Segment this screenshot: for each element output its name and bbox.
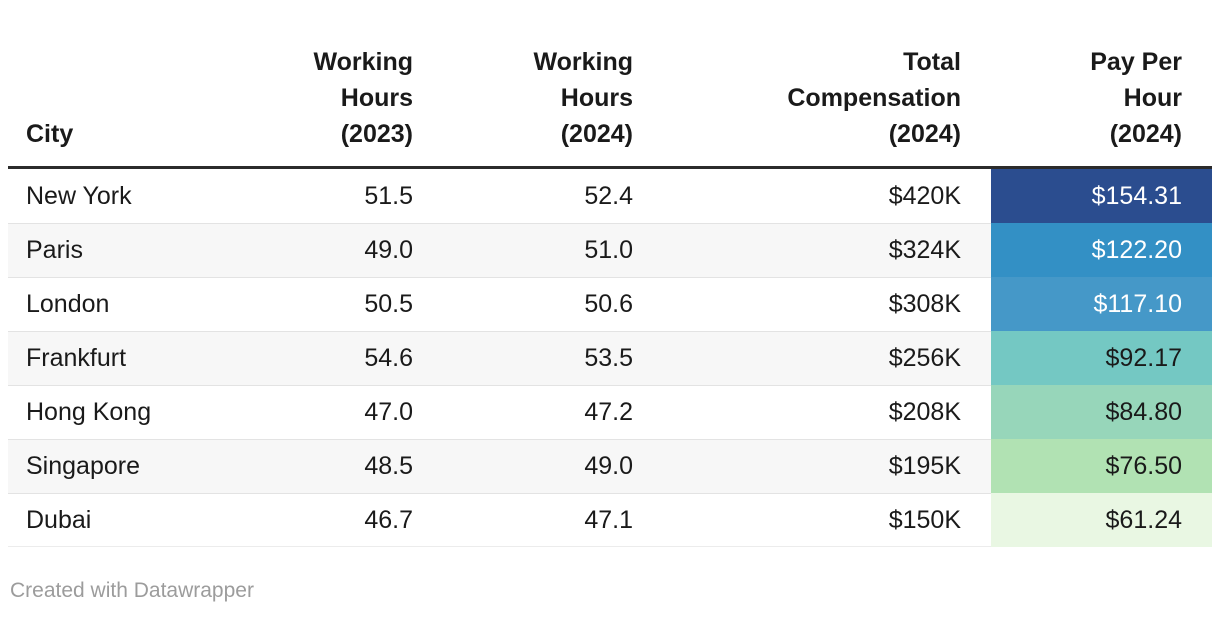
total-compensation-cell: $208K xyxy=(663,385,991,439)
pay-per-hour-cell: $92.17 xyxy=(991,331,1212,385)
city-cell: London xyxy=(8,277,248,331)
pay-per-hour-cell: $117.10 xyxy=(991,277,1212,331)
city-cell: Singapore xyxy=(8,439,248,493)
table-header: City Working Hours (2023) Working Hours … xyxy=(8,44,1212,169)
column-header-working-hours-2024-label: Working Hours (2024) xyxy=(533,48,633,148)
working-hours-2024-cell: 53.5 xyxy=(443,331,663,385)
working-hours-2024-cell: 50.6 xyxy=(443,277,663,331)
column-header-total-compensation-2024-label: Total Compensation (2024) xyxy=(787,48,961,148)
table-row: London 50.5 50.6 $308K $117.10 xyxy=(8,277,1212,331)
pay-per-hour-cell: $122.20 xyxy=(991,223,1212,277)
total-compensation-cell: $256K xyxy=(663,331,991,385)
header-row: City Working Hours (2023) Working Hours … xyxy=(8,44,1212,169)
pay-per-hour-cell: $61.24 xyxy=(991,493,1212,547)
total-compensation-cell: $324K xyxy=(663,223,991,277)
working-hours-2024-cell: 49.0 xyxy=(443,439,663,493)
column-header-pay-per-hour-2024-label: Pay Per Hour (2024) xyxy=(1090,48,1182,148)
working-hours-2024-cell: 47.1 xyxy=(443,493,663,547)
total-compensation-cell: $308K xyxy=(663,277,991,331)
table-row: New York 51.5 52.4 $420K $154.31 xyxy=(8,169,1212,223)
data-table: City Working Hours (2023) Working Hours … xyxy=(8,44,1212,547)
column-header-city: City xyxy=(8,44,248,169)
column-header-total-compensation-2024: Total Compensation (2024) xyxy=(663,44,991,169)
working-hours-2023-cell: 49.0 xyxy=(248,223,443,277)
city-cell: Frankfurt xyxy=(8,331,248,385)
total-compensation-cell: $420K xyxy=(888,181,961,210)
table-row: Paris 49.0 51.0 $324K $122.20 xyxy=(8,223,1212,277)
table-body: New York 51.5 52.4 $420K $154.31 Paris 49.0 51.… xyxy=(8,169,1212,547)
total-compensation-cell: $195K xyxy=(663,439,991,493)
working-hours-2023-cell: 54.6 xyxy=(248,331,443,385)
working-hours-2024-cell: 51.0 xyxy=(443,223,663,277)
table-row: Hong Kong 47.0 47.2 $208K $84.80 xyxy=(8,385,1212,439)
datawrapper-credit-link[interactable]: Created with Datawrapper xyxy=(10,579,254,602)
working-hours-2023-cell: 51.5 xyxy=(364,181,413,210)
working-hours-2023-cell: 48.5 xyxy=(248,439,443,493)
working-hours-2023-cell: 47.0 xyxy=(248,385,443,439)
city-cell: Paris xyxy=(8,223,248,277)
pay-per-hour-cell: $154.31 xyxy=(991,169,1212,223)
city-cell: New York xyxy=(26,181,132,210)
city-cell: Hong Kong xyxy=(8,385,248,439)
column-header-working-hours-2023: Working Hours (2023) xyxy=(248,44,443,169)
column-header-pay-per-hour-2024: Pay Per Hour (2024) xyxy=(991,44,1212,169)
pay-per-hour-cell: $76.50 xyxy=(991,439,1212,493)
table-row: Singapore 48.5 49.0 $195K $76.50 xyxy=(8,439,1212,493)
table-row: Dubai 46.7 47.1 $150K $61.24 xyxy=(8,493,1212,547)
working-hours-2024-cell: 47.2 xyxy=(443,385,663,439)
total-compensation-cell: $150K xyxy=(663,493,991,547)
working-hours-2024-cell: 52.4 xyxy=(584,181,633,210)
table-row: Frankfurt 54.6 53.5 $256K $92.17 xyxy=(8,331,1212,385)
column-header-working-hours-2023-label: Working Hours (2023) xyxy=(313,48,413,148)
column-header-city-label: City xyxy=(26,120,74,148)
column-header-working-hours-2024: Working Hours (2024) xyxy=(443,44,663,169)
city-cell: Dubai xyxy=(8,493,248,547)
working-hours-2023-cell: 46.7 xyxy=(248,493,443,547)
pay-per-hour-cell: $84.80 xyxy=(991,385,1212,439)
working-hours-2023-cell: 50.5 xyxy=(248,277,443,331)
